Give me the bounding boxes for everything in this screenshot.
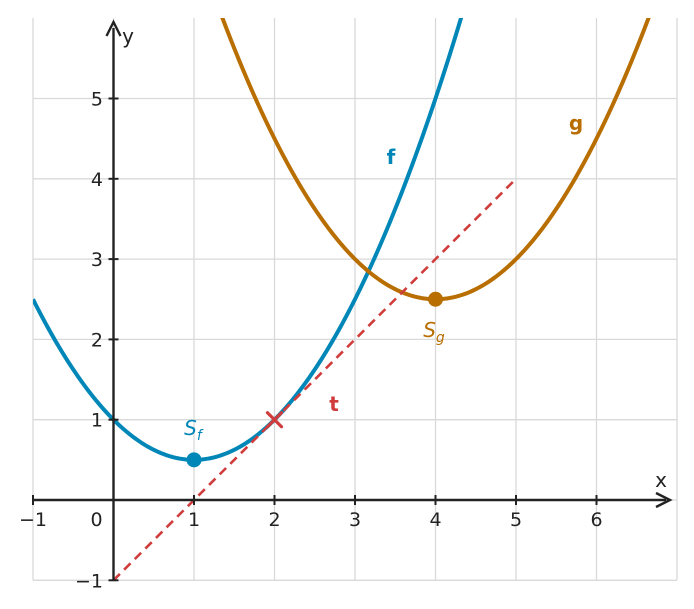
vertex-label-subscript: g: [436, 330, 445, 346]
x-tick-label: 2: [268, 509, 280, 531]
x-tick-label: 6: [590, 509, 602, 531]
curve-g: [220, 18, 651, 302]
x-tick-label: 3: [349, 509, 361, 531]
axes: [33, 19, 673, 580]
curve-label-g: g: [569, 111, 583, 135]
point-markers: [186, 291, 443, 468]
vertex-point-g: [428, 291, 443, 307]
vertex-point-f: [186, 452, 202, 468]
y-axis-arrow: [105, 19, 122, 37]
vertex-label-subscript: f: [197, 428, 204, 444]
y-tick-label: 2: [91, 329, 103, 351]
x-tick-label: 5: [510, 509, 522, 531]
x-axis-arrow: [655, 491, 673, 509]
y-tick-label: 5: [91, 89, 103, 111]
curves: [33, 18, 651, 580]
curve-label-f: f: [387, 145, 396, 169]
vertex-label-f: Sf: [184, 416, 204, 444]
x-tick-label: 0: [90, 509, 102, 531]
tangent-point-cross-b: [265, 411, 284, 429]
y-axis-label: y: [122, 24, 134, 48]
y-tick-label: 1: [91, 410, 103, 432]
x-tick-label: 1: [188, 509, 200, 531]
x-axis-label: x: [655, 468, 667, 492]
x-tick-label: 4: [429, 509, 441, 531]
tangent-line-t: [112, 177, 517, 580]
vertex-label-letter: S: [184, 416, 197, 440]
ticks: −1 0 1 2 3 4 5 6 −1 1 2 3 4 5: [19, 89, 603, 593]
curve-label-t: t: [329, 392, 339, 416]
x-tick-label: −1: [19, 509, 47, 531]
y-tick-label: −1: [75, 570, 103, 592]
vertex-label-g: Sg: [423, 318, 445, 346]
vertex-label-letter: S: [423, 318, 436, 342]
y-tick-label: 3: [91, 249, 103, 271]
curve-f: [33, 18, 464, 462]
y-tick-label: 4: [91, 169, 103, 191]
